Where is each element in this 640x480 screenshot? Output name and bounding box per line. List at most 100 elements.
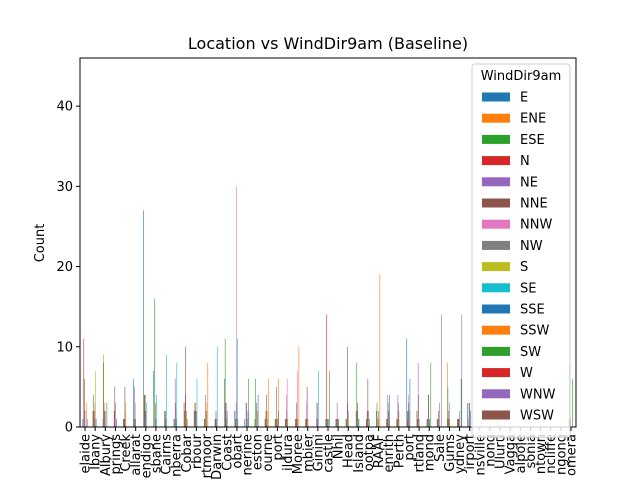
bar-n-nhil xyxy=(336,418,338,427)
bar-s-norfolkisland xyxy=(358,418,359,427)
bar-nne-coffsharbour xyxy=(195,402,197,427)
bar-sse-melbourneairport xyxy=(278,410,279,427)
bar-s-albany xyxy=(95,370,96,427)
x-tick-label: ildura xyxy=(281,434,296,471)
legend-swatch-ssw xyxy=(482,325,510,335)
bar-ssw-cobar xyxy=(187,418,188,427)
legend-swatch-nnw xyxy=(482,219,510,229)
bar-ese-bendigo xyxy=(143,394,145,427)
bar-nw-perthairport xyxy=(408,410,410,427)
bar-nne-penrith xyxy=(387,402,389,427)
bar-nne-launceston xyxy=(256,402,257,427)
bar-nnw-perthairport xyxy=(408,394,409,427)
bar-ne-badgeryscreek xyxy=(124,418,125,427)
bar-e-nuriootpa xyxy=(365,418,367,427)
bar-se-brisbane xyxy=(156,394,157,427)
bar-ne-sale xyxy=(438,418,439,427)
bar-nne-perth xyxy=(397,402,399,427)
bar-nnw-katherine xyxy=(246,402,247,427)
x-tick-label: Coast xyxy=(220,434,235,471)
bar-e-mildura xyxy=(284,418,286,427)
bar-ne-nhil xyxy=(336,402,338,427)
bar-nnw-goldcoast xyxy=(226,402,227,427)
x-tick-label: elaide xyxy=(79,434,94,473)
chart-title: Location vs WindDir9am (Baseline) xyxy=(188,34,468,53)
bar-e-adelaide xyxy=(82,418,84,427)
bar-n-bendigo xyxy=(144,410,145,427)
bar-nw-pearceraaf xyxy=(378,410,379,427)
bar-sse-alicesprings xyxy=(116,418,117,427)
bar-n-albury xyxy=(103,402,105,427)
x-tick-label: enrith xyxy=(382,434,397,473)
legend-label-e: E xyxy=(520,91,528,106)
bar-e-newcastle xyxy=(325,418,327,427)
y-tick-label: 30 xyxy=(56,180,73,195)
bar-ne-bendigo xyxy=(144,394,146,427)
bar-nnw-cairns xyxy=(165,418,167,427)
bar-sse-perthairport xyxy=(409,378,411,427)
bar-sse-penrith xyxy=(389,394,390,427)
bar-ene-richmond xyxy=(427,418,428,427)
bar-se-cairns xyxy=(166,354,167,427)
bar-nw-mountginini xyxy=(317,418,319,427)
bar-ese-ballarat xyxy=(133,418,135,427)
bar-nnw-melbourne xyxy=(266,418,268,427)
bar-nnw-portland xyxy=(418,418,420,427)
bar-nw-melbourneairport xyxy=(277,418,278,427)
bar-nne-brisbane xyxy=(154,402,156,427)
x-tick-label: sbane xyxy=(149,434,164,473)
bar-n-sydney xyxy=(458,418,459,427)
bar-ese-goldcoast xyxy=(224,338,226,427)
x-tick-label: Creek xyxy=(119,434,134,472)
legend-swatch-wnw xyxy=(482,389,510,399)
bar-ene-pearceraaf xyxy=(376,410,377,427)
bar-ne-nuriootpa xyxy=(367,410,368,427)
x-tick-label: Darwin xyxy=(210,434,225,480)
bar-nnw-cobar xyxy=(185,410,187,427)
bar-nnw-mountginini xyxy=(317,418,318,427)
bar-n-darwin xyxy=(215,418,216,427)
bar-s-pearceraaf xyxy=(378,418,380,427)
bar-sse-launceston xyxy=(257,394,259,427)
legend-label-ese: ESE xyxy=(520,133,545,148)
bar-nnw-sydneyairport xyxy=(469,418,470,427)
bar-e-pearceraaf xyxy=(376,410,377,427)
bar-s-mildura xyxy=(287,418,289,427)
bar-ne-cairns xyxy=(164,410,166,427)
legend-swatch-e xyxy=(482,92,510,102)
bar-ne-melbourneairport xyxy=(276,418,277,427)
legend-swatch-nne xyxy=(482,198,510,208)
bar-e-perthairport xyxy=(406,338,408,427)
bar-nnw-dartmoor xyxy=(205,410,207,427)
bar-nne-alicesprings xyxy=(114,386,116,427)
bar-n-goldcoast xyxy=(225,410,226,427)
x-tick-label: Island xyxy=(352,434,367,473)
bar-ne-mountginini xyxy=(316,402,318,427)
bar-ene-perth xyxy=(396,418,398,427)
bar-nnw-salmongums xyxy=(448,418,450,427)
bar-s-richmond xyxy=(429,418,430,427)
bar-n-richmond xyxy=(427,418,429,427)
bar-nne-hobart xyxy=(235,402,237,427)
bar-e-salmongums xyxy=(446,418,448,427)
bar-nne-adelaide xyxy=(84,378,85,427)
bar-ese-launceston xyxy=(255,378,256,427)
bar-ssw-adelaide xyxy=(86,402,87,427)
legend-swatch-wsw xyxy=(482,410,510,420)
x-tick-label: Head xyxy=(342,434,357,468)
legend-swatch-se xyxy=(482,283,510,293)
bar-n-portland xyxy=(417,418,419,427)
legend-swatch-ese xyxy=(482,134,510,144)
bar-ene-perthairport xyxy=(406,418,408,427)
bar-ne-canberra xyxy=(174,378,176,427)
bar-nw-albany xyxy=(94,418,96,427)
legend-swatch-n xyxy=(482,156,510,166)
bar-nne-newcastle xyxy=(327,418,328,427)
bar-nnw-newcastle xyxy=(327,418,328,427)
bar-se-norfolkisland xyxy=(358,418,360,427)
bar-e-melbourneairport xyxy=(274,418,276,427)
bar-sw-sydney xyxy=(460,378,462,427)
bar-ne-moree xyxy=(296,402,297,427)
bar-nne-mountgambier xyxy=(306,386,308,427)
bar-nw-launceston xyxy=(256,410,258,427)
